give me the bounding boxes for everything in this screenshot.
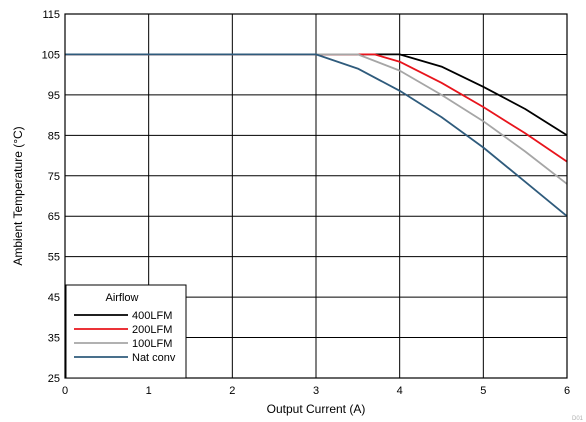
legend-entry-label: 200LFM <box>132 324 172 336</box>
x-tick-label: 1 <box>146 385 152 397</box>
y-tick-label: 85 <box>48 130 60 142</box>
x-tick-label: 4 <box>397 385 403 397</box>
x-tick-label: 3 <box>313 385 319 397</box>
x-axis-ticks: 0 1 2 3 4 5 6 <box>62 385 570 397</box>
legend: Airflow 400LFM 200LFM 100LFM Nat conv <box>65 284 187 379</box>
series-line <box>65 53 568 185</box>
x-tick-label: 0 <box>62 385 68 397</box>
y-axis-ticks: 25 35 45 55 65 75 85 95 105 115 <box>42 9 60 385</box>
y-tick-label: 75 <box>48 171 60 183</box>
plot-area-frame <box>64 13 568 379</box>
legend-box <box>65 284 187 379</box>
legend-entries: 400LFM 200LFM 100LFM Nat conv <box>74 310 176 364</box>
legend-entry-label: 400LFM <box>132 310 172 322</box>
y-tick-label: 45 <box>48 292 60 304</box>
series-lines <box>65 53 568 217</box>
corner-mark: D01 <box>572 416 584 422</box>
legend-entry-label: Nat conv <box>132 352 176 364</box>
x-tick-label: 6 <box>564 385 570 397</box>
series-line <box>65 53 568 217</box>
y-axis-label: Ambient Temperature (°C) <box>11 126 25 265</box>
y-tick-label: 35 <box>48 333 60 345</box>
x-axis-label: Output Current (A) <box>267 402 366 416</box>
y-tick-label: 95 <box>48 90 60 102</box>
y-tick-label: 65 <box>48 211 60 223</box>
y-tick-label: 55 <box>48 252 60 264</box>
y-tick-label: 25 <box>48 373 60 385</box>
legend-entry-label: 100LFM <box>132 338 172 350</box>
x-tick-label: 5 <box>480 385 486 397</box>
legend-title: Airflow <box>105 292 138 304</box>
x-tick-label: 2 <box>229 385 235 397</box>
y-tick-label: 115 <box>42 9 60 21</box>
y-tick-label: 105 <box>42 49 60 61</box>
